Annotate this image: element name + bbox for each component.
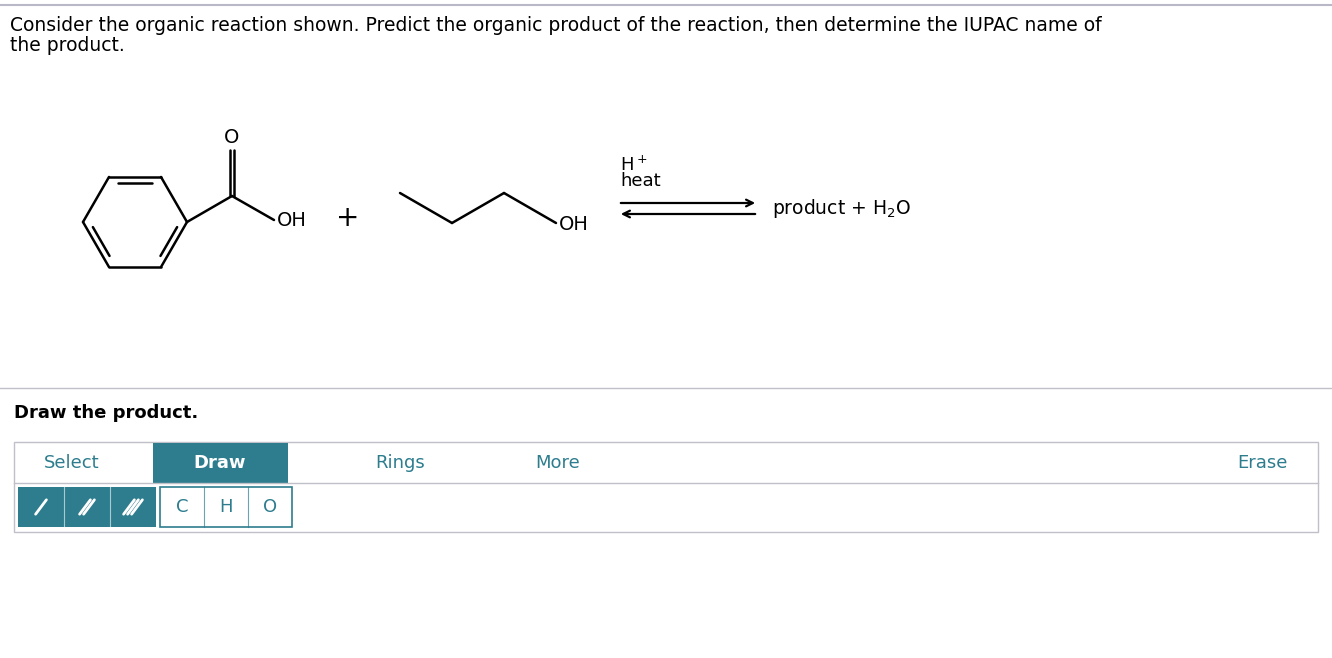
Text: the product.: the product. — [11, 36, 125, 55]
Text: heat: heat — [619, 172, 661, 190]
Text: +: + — [336, 204, 360, 232]
Text: H$^+$: H$^+$ — [619, 156, 647, 175]
Text: H: H — [220, 498, 233, 516]
Text: OH: OH — [559, 216, 589, 234]
Bar — [160, 487, 292, 527]
Bar — [152, 443, 288, 483]
Bar — [19, 487, 156, 527]
Bar — [15, 442, 1317, 532]
Text: O: O — [262, 498, 277, 516]
Text: Consider the organic reaction shown. Predict the organic product of the reaction: Consider the organic reaction shown. Pre… — [11, 16, 1102, 35]
Text: OH: OH — [277, 211, 306, 230]
Text: More: More — [535, 454, 581, 472]
Text: C: C — [176, 498, 188, 516]
Text: Draw the product.: Draw the product. — [15, 404, 198, 422]
Text: O: O — [224, 128, 240, 147]
Text: product + H$_2$O: product + H$_2$O — [773, 197, 911, 220]
Text: Draw: Draw — [193, 454, 246, 472]
Text: Rings: Rings — [376, 454, 425, 472]
Text: Erase: Erase — [1237, 454, 1287, 472]
Text: Select: Select — [44, 454, 100, 472]
